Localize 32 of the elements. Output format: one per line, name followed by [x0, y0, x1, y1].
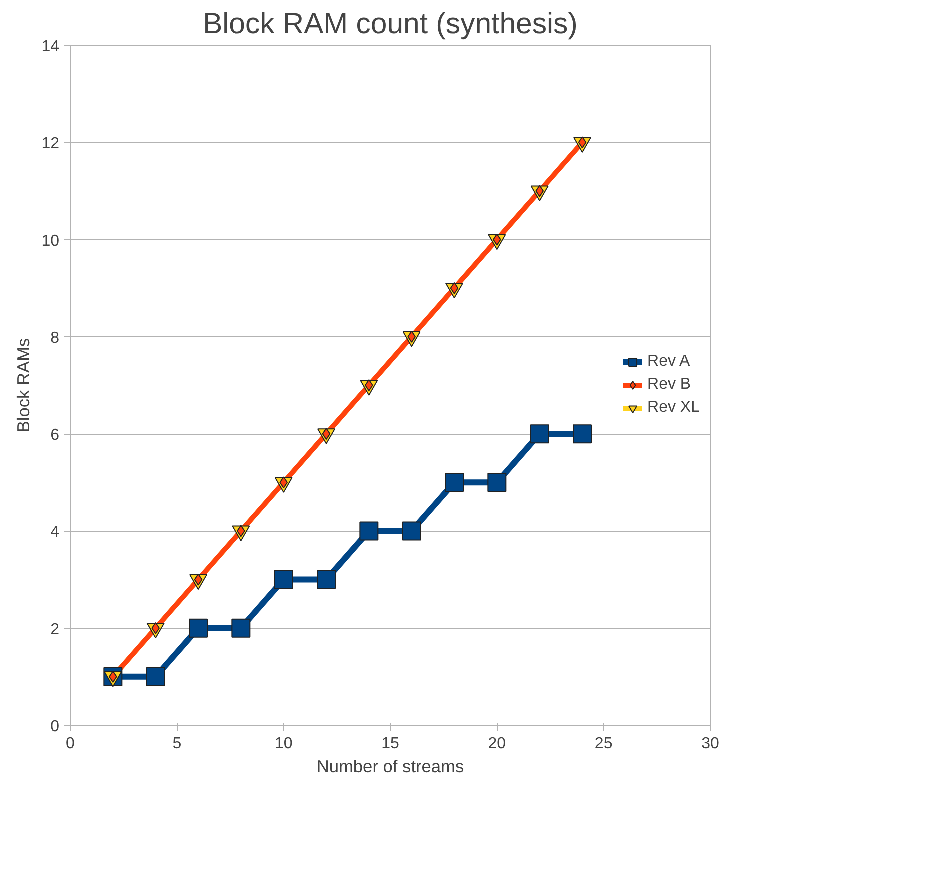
x-tick-label: 15	[382, 736, 400, 752]
point	[530, 424, 550, 444]
y-axis-title: Block RAMs	[14, 338, 34, 433]
y-tick-label: 12	[42, 136, 60, 153]
point	[146, 667, 166, 686]
x-tick-label: 20	[488, 736, 506, 752]
point	[232, 618, 251, 638]
y-tick-label: 0	[50, 718, 60, 736]
legend-label: Rev A	[648, 353, 690, 371]
point	[445, 473, 464, 492]
point	[402, 522, 422, 541]
point	[488, 473, 507, 492]
x-tick-label: 5	[172, 736, 182, 752]
y-tick-label: 6	[50, 427, 60, 444]
y-tick-label: 8	[50, 330, 60, 347]
x-tick-label: 0	[66, 736, 76, 752]
y-tick-label: 14	[42, 38, 60, 56]
point	[189, 618, 208, 638]
x-tick-label: 10	[274, 736, 293, 752]
y-tick-label: 10	[42, 232, 60, 250]
chart-title: Block RAM count (synthesis)	[203, 8, 578, 40]
point	[274, 570, 294, 590]
x-tick-label: 25	[594, 736, 613, 752]
legend-label: Rev XL	[648, 399, 700, 417]
point	[317, 570, 336, 590]
y-tick-label: 4	[50, 524, 60, 542]
point	[573, 424, 592, 444]
y-tick-label: 2	[50, 621, 60, 638]
x-tick-label: 30	[702, 736, 720, 752]
legend-label: Rev B	[648, 376, 692, 394]
x-axis-title: Number of streams	[316, 756, 464, 776]
point	[360, 522, 379, 541]
